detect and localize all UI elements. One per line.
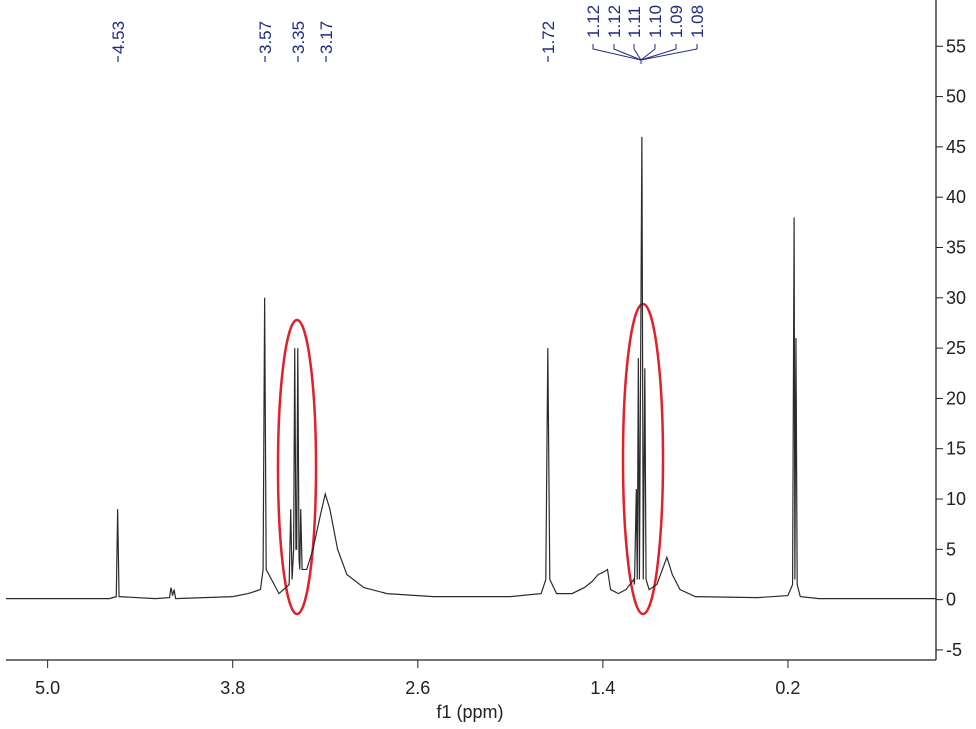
y-tick-label: 25	[946, 338, 966, 358]
y-tick-label: -5	[946, 640, 962, 660]
y-tick-label: 45	[946, 137, 966, 157]
peak-label: 4.53	[109, 21, 128, 54]
x-tick-label: 2.6	[405, 678, 430, 698]
peak-label: 3.17	[317, 21, 336, 54]
peak-connector	[633, 44, 642, 64]
x-tick-label: 3.8	[220, 678, 245, 698]
peak-connector	[640, 44, 698, 64]
peak-label: 1.12	[605, 5, 624, 38]
y-tick-label: 55	[946, 36, 966, 56]
y-tick-label: 10	[946, 489, 966, 509]
peak-label: 1.72	[539, 21, 558, 54]
y-tick-label: 30	[946, 288, 966, 308]
peak-label: 1.08	[688, 5, 707, 38]
x-tick-label: 0.2	[775, 678, 800, 698]
peak-label: 1.09	[667, 5, 686, 38]
peak-label: 1.10	[646, 5, 665, 38]
y-tick-label: 35	[946, 238, 966, 258]
x-tick-label: 5.0	[35, 678, 60, 698]
y-tick-label: 50	[946, 87, 966, 107]
spectrum-line	[6, 136, 936, 600]
peak-connector	[640, 44, 656, 64]
peak-label: 3.57	[256, 21, 275, 54]
peak-label: 1.12	[584, 5, 603, 38]
y-tick-label: 0	[946, 590, 956, 610]
y-tick-label: 15	[946, 439, 966, 459]
highlight-ellipse	[276, 318, 318, 616]
x-tick-label: 1.4	[590, 678, 615, 698]
y-tick-label: 20	[946, 388, 966, 408]
peak-label: 3.35	[289, 21, 308, 54]
x-axis-label: f1 (ppm)	[436, 702, 503, 722]
y-tick-label: 40	[946, 187, 966, 207]
peak-label: 1.11	[625, 6, 644, 38]
y-tick-label: 5	[946, 539, 956, 559]
